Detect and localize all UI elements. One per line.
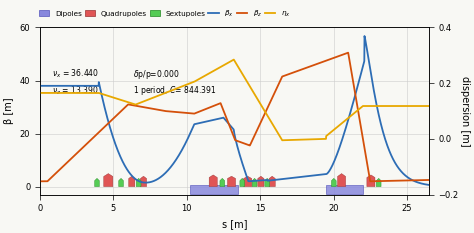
$\beta_z$ xyxy=(226,123,232,126)
$\beta_x$ xyxy=(426,184,432,186)
$\beta_z$ xyxy=(216,102,222,105)
Bar xyxy=(326,185,363,194)
Polygon shape xyxy=(269,176,275,187)
Text: 1 period, $C$= 844.391: 1 period, $C$= 844.391 xyxy=(133,84,217,97)
Polygon shape xyxy=(252,178,257,187)
Y-axis label: β [m]: β [m] xyxy=(4,98,14,124)
$\beta_z$ xyxy=(415,179,420,182)
$\eta_x$ xyxy=(216,66,222,69)
Polygon shape xyxy=(367,175,375,187)
$\eta_x$ xyxy=(415,105,421,107)
$\eta_x$ xyxy=(57,92,63,94)
$\beta_z$ xyxy=(57,168,63,171)
Polygon shape xyxy=(140,176,146,187)
Polygon shape xyxy=(95,178,100,187)
$\beta_z$ xyxy=(37,180,43,183)
Line: $\beta_z$: $\beta_z$ xyxy=(40,53,429,181)
Text: $\delta$p/p=0.000: $\delta$p/p=0.000 xyxy=(133,68,180,81)
Legend: Dipoles, Quadrupoles, Sextupoles, $\beta_x$, $\beta_z$, $\eta_x$: Dipoles, Quadrupoles, Sextupoles, $\beta… xyxy=(36,6,293,22)
Polygon shape xyxy=(258,176,264,187)
$\beta_x$ xyxy=(216,117,222,120)
Polygon shape xyxy=(244,176,252,187)
Polygon shape xyxy=(240,178,245,187)
$\beta_z$ xyxy=(415,179,420,182)
Polygon shape xyxy=(331,178,336,187)
Polygon shape xyxy=(104,174,113,187)
Line: $\eta_x$: $\eta_x$ xyxy=(40,60,429,140)
$\beta_z$ xyxy=(343,52,349,55)
$\eta_x$ xyxy=(37,92,43,94)
Y-axis label: dispersion [m]: dispersion [m] xyxy=(460,76,470,146)
Text: $\nu_x$ = 36.440: $\nu_x$ = 36.440 xyxy=(52,68,99,80)
$\beta_z$ xyxy=(426,178,432,181)
$\eta_x$ xyxy=(426,105,432,107)
$\beta_x$ xyxy=(57,84,63,87)
Line: $\beta_x$: $\beta_x$ xyxy=(40,36,429,185)
X-axis label: s [m]: s [m] xyxy=(222,219,247,229)
$\beta_x$ xyxy=(415,181,420,184)
Polygon shape xyxy=(337,174,346,187)
$\beta_x$ xyxy=(415,181,420,184)
$\beta_x$ xyxy=(343,125,349,128)
Polygon shape xyxy=(265,178,270,187)
$\eta_x$ xyxy=(415,105,420,107)
Polygon shape xyxy=(209,175,217,187)
Polygon shape xyxy=(128,176,135,187)
Bar xyxy=(190,185,238,194)
Polygon shape xyxy=(118,178,123,187)
$\beta_x$ xyxy=(226,123,232,126)
$\eta_x$ xyxy=(279,139,285,142)
$\beta_x$ xyxy=(37,84,43,87)
Text: $\nu_z$ = 13.390: $\nu_z$ = 13.390 xyxy=(52,84,99,97)
$\eta_x$ xyxy=(344,118,349,121)
Polygon shape xyxy=(220,178,225,187)
Polygon shape xyxy=(376,178,381,187)
$\beta_x$ xyxy=(362,35,367,38)
Polygon shape xyxy=(137,178,141,187)
$\beta_z$ xyxy=(346,51,351,54)
$\eta_x$ xyxy=(226,61,232,64)
$\eta_x$ xyxy=(231,58,237,61)
Polygon shape xyxy=(228,176,236,187)
